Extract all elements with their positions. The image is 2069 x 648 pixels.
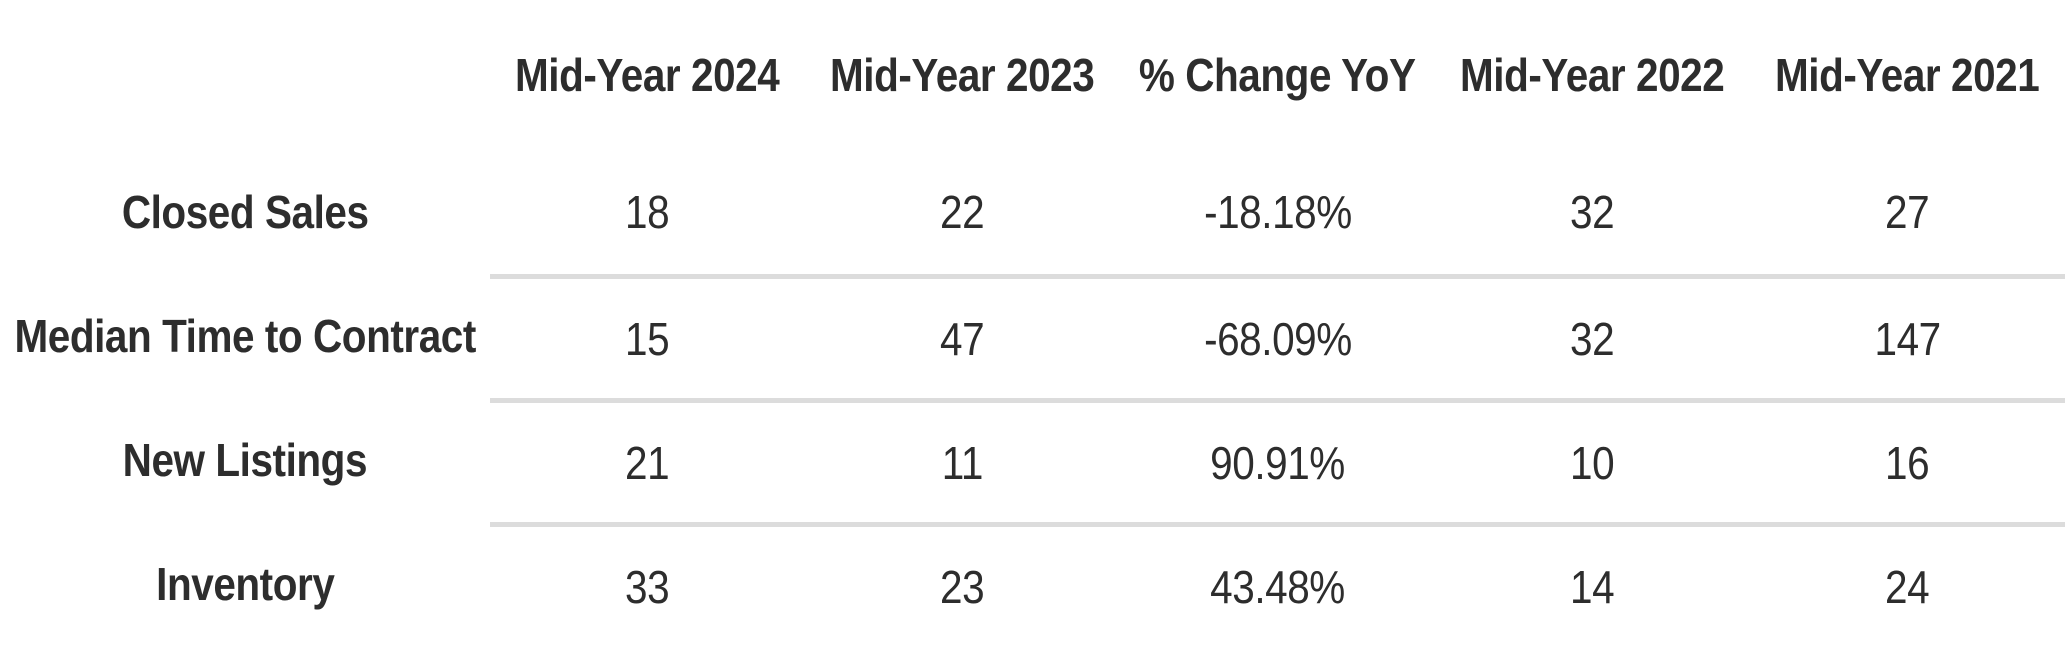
cell-closed-sales-2021: 27 xyxy=(1750,150,2065,274)
column-header-label: Mid-Year 2023 xyxy=(830,49,1095,101)
cell-new-listings-yoy: 90.91% xyxy=(1120,398,1435,522)
column-header-label: % Change YoY xyxy=(1139,49,1416,101)
cell-value: -18.18% xyxy=(1203,186,1352,238)
cell-value: 16 xyxy=(1885,436,1930,489)
column-header-mid-year-2022: Mid-Year 2022 xyxy=(1435,0,1750,150)
cell-value: -68.09% xyxy=(1203,312,1352,365)
cell-inventory-yoy: 43.48% xyxy=(1120,522,1435,646)
cell-value: 14 xyxy=(1570,560,1615,613)
cell-median-time-2024: 15 xyxy=(490,274,805,398)
cell-value: 32 xyxy=(1570,186,1615,238)
cell-inventory-2021: 24 xyxy=(1750,522,2065,646)
cell-value: 147 xyxy=(1874,312,1941,365)
cell-value: 10 xyxy=(1570,436,1615,489)
cell-median-time-2022: 32 xyxy=(1435,274,1750,398)
row-label-median-time-to-contract: Median Time to Contract xyxy=(0,274,490,398)
row-label-inventory: Inventory xyxy=(0,522,490,646)
column-header-label: Mid-Year 2022 xyxy=(1460,49,1725,101)
cell-value: 18 xyxy=(625,186,670,238)
column-header-mid-year-2021: Mid-Year 2021 xyxy=(1750,0,2065,150)
cell-value: 47 xyxy=(940,312,985,365)
column-header-mid-year-2024: Mid-Year 2024 xyxy=(490,0,805,150)
cell-value: 33 xyxy=(625,560,670,613)
column-header-mid-year-2023: Mid-Year 2023 xyxy=(805,0,1120,150)
cell-median-time-2023: 47 xyxy=(805,274,1120,398)
row-label: New Listings xyxy=(122,434,368,486)
cell-value: 24 xyxy=(1885,560,1930,613)
row-label: Median Time to Contract xyxy=(14,310,476,362)
row-label-closed-sales: Closed Sales xyxy=(0,150,490,274)
cell-value: 11 xyxy=(941,436,984,489)
cell-value: 43.48% xyxy=(1210,560,1345,613)
cell-new-listings-2021: 16 xyxy=(1750,398,2065,522)
cell-value: 22 xyxy=(940,186,985,238)
cell-value: 23 xyxy=(940,560,985,613)
cell-median-time-2021: 147 xyxy=(1750,274,2065,398)
cell-inventory-2022: 14 xyxy=(1435,522,1750,646)
cell-inventory-2024: 33 xyxy=(490,522,805,646)
column-header-pct-change-yoy: % Change YoY xyxy=(1120,0,1435,150)
cell-closed-sales-2022: 32 xyxy=(1435,150,1750,274)
row-label-new-listings: New Listings xyxy=(0,398,490,522)
cell-value: 27 xyxy=(1885,186,1930,238)
cell-value: 90.91% xyxy=(1210,436,1345,489)
cell-inventory-2023: 23 xyxy=(805,522,1120,646)
column-header-label: Mid-Year 2021 xyxy=(1775,49,2040,101)
cell-value: 15 xyxy=(625,312,670,365)
cell-closed-sales-2023: 22 xyxy=(805,150,1120,274)
cell-new-listings-2022: 10 xyxy=(1435,398,1750,522)
cell-new-listings-2023: 11 xyxy=(805,398,1120,522)
cell-closed-sales-2024: 18 xyxy=(490,150,805,274)
corner-cell xyxy=(0,0,490,150)
row-label: Closed Sales xyxy=(121,186,369,238)
column-header-label: Mid-Year 2024 xyxy=(515,49,780,101)
cell-closed-sales-yoy: -18.18% xyxy=(1120,150,1435,274)
row-label: Inventory xyxy=(155,558,335,610)
cell-value: 21 xyxy=(625,436,670,489)
cell-new-listings-2024: 21 xyxy=(490,398,805,522)
cell-value: 32 xyxy=(1570,312,1615,365)
cell-median-time-yoy: -68.09% xyxy=(1120,274,1435,398)
